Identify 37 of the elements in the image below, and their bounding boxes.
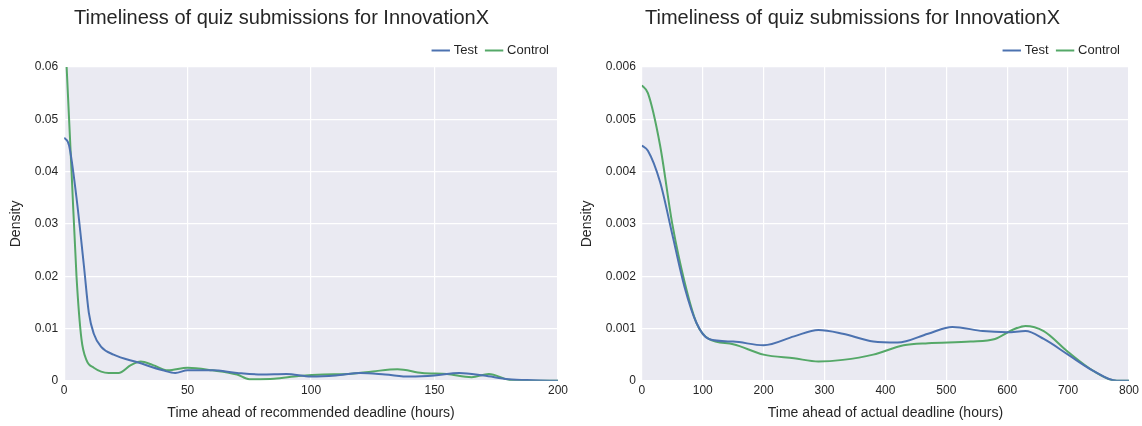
y-tick-label: 0.003 xyxy=(605,216,637,231)
x-tick-label: 300 xyxy=(814,383,835,398)
y-tick-label: 0.005 xyxy=(605,111,637,126)
legend-label: Control xyxy=(507,42,550,58)
chart-title: Timeliness of quiz submissions for InnovationX xyxy=(74,5,489,28)
y-axis-title: Density xyxy=(7,200,24,248)
y-tick-label: 0.002 xyxy=(605,268,637,283)
x-tick-label: 600 xyxy=(997,383,1018,398)
y-tick-label: 0 xyxy=(51,373,59,388)
y-tick-label: 0.06 xyxy=(34,59,59,74)
y-tick-label: 0.001 xyxy=(605,320,637,335)
y-tick-label: 0.04 xyxy=(34,163,59,178)
x-tick-label: 100 xyxy=(301,383,322,398)
x-tick-label: 700 xyxy=(1058,383,1079,398)
y-tick-label: 0.004 xyxy=(605,163,637,178)
y-tick-label: 0.01 xyxy=(34,320,59,335)
y-tick-label: 0 xyxy=(629,373,637,388)
x-tick-label: 400 xyxy=(875,383,896,398)
x-axis-title: Time ahead of actual deadline (hours) xyxy=(767,404,1004,421)
x-tick-label: 150 xyxy=(424,383,445,398)
legend-label: Control xyxy=(1078,42,1121,58)
y-tick-label: 0.006 xyxy=(605,59,637,74)
y-tick-label: 0.05 xyxy=(34,111,59,126)
y-tick-label: 0.02 xyxy=(34,268,59,283)
legend-label: Test xyxy=(453,42,478,58)
x-tick-label: 800 xyxy=(1118,383,1140,398)
x-tick-label: 200 xyxy=(547,383,569,398)
x-tick-label: 50 xyxy=(180,383,195,398)
line-series xyxy=(65,67,558,381)
y-tick-label: 0.03 xyxy=(34,216,59,231)
chart-title: Timeliness of quiz submissions for InnovationX xyxy=(645,5,1060,28)
y-axis-title: Density xyxy=(578,200,595,248)
x-tick-label: 200 xyxy=(753,383,774,398)
x-tick-label: 500 xyxy=(936,383,957,398)
x-tick-label: 100 xyxy=(692,383,714,398)
x-axis-title: Time ahead of recommended deadline (hours) xyxy=(167,404,455,421)
legend-label: Test xyxy=(1024,42,1049,58)
